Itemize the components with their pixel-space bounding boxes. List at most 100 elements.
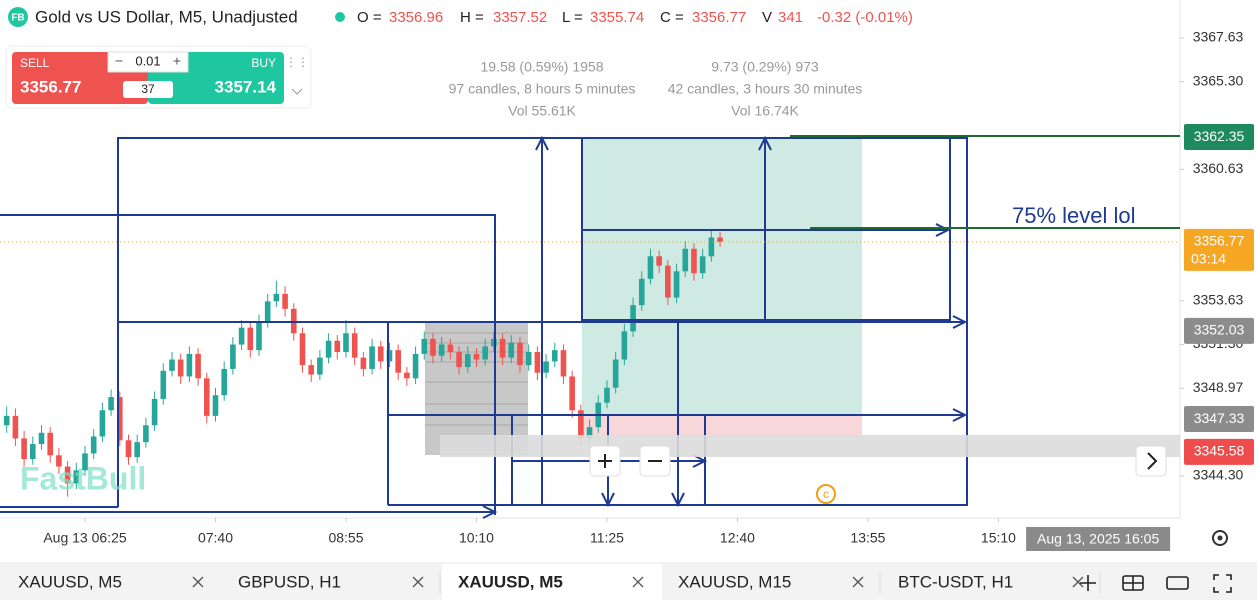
settings-icon-core — [1217, 535, 1223, 541]
crosshair-label-box — [1026, 527, 1171, 551]
price-label-box — [1184, 124, 1254, 151]
candle-body — [360, 357, 367, 369]
measure-text: Vol 16.74K — [731, 103, 799, 119]
candle-body — [238, 327, 245, 345]
candle-body — [430, 338, 436, 356]
scroll-right-button[interactable] — [1135, 445, 1167, 477]
tab-close[interactable] — [632, 576, 644, 588]
countdown: 03:14 — [1191, 251, 1226, 267]
candle-body — [169, 359, 175, 371]
tab-label[interactable]: XAUUSD, M5 — [18, 572, 122, 591]
tab-label[interactable]: BTC-USDT, H1 — [898, 572, 1013, 591]
candle-body — [56, 455, 62, 467]
candle-body — [421, 338, 428, 354]
profit-zone — [582, 137, 862, 415]
candle-body — [230, 344, 236, 369]
tab-label[interactable]: GBPUSD, H1 — [238, 572, 341, 591]
candle-body — [482, 346, 488, 360]
active-tab — [442, 564, 662, 600]
drag-handle[interactable]: ⋮⋮ — [285, 55, 309, 69]
zoom-in-icon — [598, 454, 612, 468]
candle-body — [386, 350, 393, 362]
candle-body — [151, 398, 158, 426]
candle-body — [195, 353, 201, 379]
axes: 3367.633365.303360.633353.633351.303348.… — [43, 29, 1254, 551]
measure-text: 19.58 (0.59%) 1958 — [481, 59, 604, 75]
price-label-box — [1184, 317, 1254, 344]
candle-body — [47, 432, 53, 456]
label: C = — [660, 9, 684, 26]
candle-body — [177, 359, 184, 377]
tab-close[interactable] — [852, 576, 864, 588]
candle-body — [665, 265, 671, 298]
lot-plus[interactable]: + — [173, 53, 181, 69]
label: V — [762, 9, 772, 26]
measures: 19.58 (0.59%) 1958 97 candles, 8 hours 5 … — [449, 59, 863, 119]
price-label: 3352.03 — [1194, 322, 1245, 338]
measure-text: Vol 55.61K — [508, 103, 576, 119]
candle-body — [638, 278, 645, 306]
candle-body — [404, 372, 410, 379]
tab-label[interactable]: XAUUSD, M5 — [458, 572, 563, 591]
candle-body — [578, 410, 584, 439]
x-tick-label: 13:55 — [850, 530, 885, 546]
tab-close[interactable] — [192, 576, 204, 588]
window-icon[interactable] — [1166, 576, 1189, 590]
y-tick-label: 3353.63 — [1193, 291, 1244, 307]
candle-body — [369, 346, 375, 369]
toolbar — [1080, 574, 1232, 593]
label: L = — [562, 9, 583, 26]
y-tick-label: 3344.30 — [1193, 467, 1244, 483]
candle-body — [612, 359, 619, 388]
price-label-box — [1184, 406, 1254, 433]
candle-body — [73, 470, 80, 484]
symbol-badge — [8, 7, 28, 27]
tab-close[interactable] — [1072, 576, 1084, 588]
candle-body — [377, 346, 384, 362]
candles — [3, 229, 723, 497]
buy-price: 3357.14 — [215, 77, 277, 96]
change: -0.32 (-0.01%) — [817, 9, 913, 26]
label: H = — [460, 9, 484, 26]
candle-body — [551, 350, 558, 362]
lot-minus[interactable]: − — [115, 53, 123, 69]
candle-body — [308, 365, 314, 375]
candle-body — [682, 248, 689, 272]
collapse[interactable] — [291, 88, 303, 95]
x-tick-label: Aug 13 06:25 — [43, 530, 127, 546]
layout-icon-lines — [1123, 576, 1143, 590]
y-tick-label: 3360.63 — [1193, 160, 1244, 176]
candle-body — [508, 342, 515, 358]
tab-label[interactable]: XAUUSD, M15 — [678, 572, 791, 591]
value: 3356.96 — [389, 9, 443, 26]
candle-body — [3, 415, 10, 426]
scroll-bar[interactable] — [440, 435, 1180, 457]
chart-title: Gold vs US Dollar, M5, Unadjusted — [35, 7, 298, 26]
x-tick-label: 15:10 — [981, 530, 1016, 546]
x-tick-label: 11:25 — [590, 530, 624, 546]
candle-body — [203, 378, 210, 416]
buy-label: BUY — [251, 56, 276, 70]
label: O = — [357, 9, 382, 26]
candle-body — [491, 338, 497, 347]
tab-close[interactable] — [412, 576, 424, 588]
lot-input[interactable] — [107, 51, 189, 73]
loss-zone — [582, 415, 862, 435]
copyright-icon — [816, 484, 836, 504]
candle-body — [82, 453, 88, 471]
candle-body — [499, 338, 506, 358]
settings-icon[interactable] — [1212, 530, 1228, 546]
candle-body — [447, 344, 454, 353]
candle-body — [395, 350, 401, 373]
candle-body — [699, 256, 706, 274]
fullscreen-icon[interactable] — [1213, 574, 1232, 593]
candle-body — [317, 357, 323, 375]
candle-body — [517, 342, 523, 366]
x-tick-label: 12:40 — [720, 530, 755, 546]
add-icon[interactable] — [1080, 575, 1096, 591]
candle-body — [456, 352, 462, 368]
spread: 37 — [141, 82, 155, 96]
candle-body — [264, 301, 271, 322]
candle-body — [143, 425, 149, 443]
